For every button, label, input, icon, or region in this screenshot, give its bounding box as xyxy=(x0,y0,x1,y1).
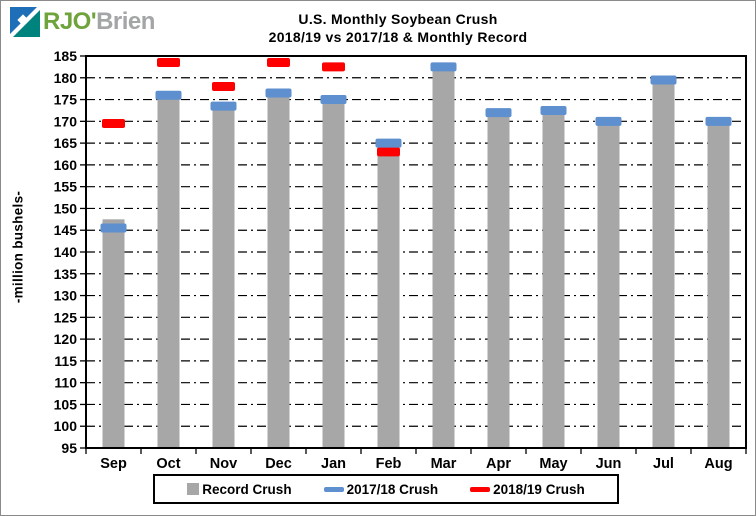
chart-subtitle: 2018/19 vs 2017/18 & Monthly Record xyxy=(268,29,528,45)
x-label-may: May xyxy=(539,456,567,472)
record-bar-jun xyxy=(597,121,620,448)
marker-2017-18-dec xyxy=(265,88,292,98)
y-tick-label-130: 130 xyxy=(54,288,78,304)
legend-2018-19-label: 2018/19 Crush xyxy=(493,481,585,497)
legend: Record Crush 2017/18 Crush 2018/19 Crush xyxy=(153,474,619,504)
logo-text-primary: RJO' xyxy=(43,8,97,35)
x-label-aug: Aug xyxy=(704,456,732,472)
logo-text: RJO'Brien xyxy=(43,8,155,36)
record-bar-mar xyxy=(432,66,455,448)
x-label-dec: Dec xyxy=(265,456,292,472)
y-tick-label-115: 115 xyxy=(54,353,77,369)
legend-2017-18-swatch xyxy=(323,486,344,492)
marker-2017-18-sep xyxy=(100,223,127,233)
record-bar-jan xyxy=(322,99,345,449)
legend-item-2017-18-crush: 2017/18 Crush xyxy=(323,481,439,497)
y-tick-label-175: 175 xyxy=(54,92,78,108)
marker-2017-18-nov xyxy=(210,101,237,111)
y-tick-label-155: 155 xyxy=(54,179,78,195)
record-bar-may xyxy=(542,110,565,448)
logo-icon-teal-triangle xyxy=(13,10,40,37)
marker-2017-18-aug xyxy=(705,116,732,126)
y-tick-label-150: 150 xyxy=(54,200,78,216)
rjobrien-logo-icon xyxy=(10,7,40,37)
y-tick-label-135: 135 xyxy=(54,266,78,282)
legend-item-2018-19-crush: 2018/19 Crush xyxy=(470,482,585,497)
y-tick-label-170: 170 xyxy=(54,113,78,129)
marker-2017-18-jan xyxy=(320,95,347,105)
y-tick-label-180: 180 xyxy=(54,70,78,86)
y-tick-label-105: 105 xyxy=(54,396,78,412)
record-bar-oct xyxy=(157,95,180,448)
marker-2018-19-dec xyxy=(267,58,290,68)
x-label-oct: Oct xyxy=(156,456,180,472)
record-bar-jul xyxy=(652,79,675,448)
x-label-sep: Sep xyxy=(100,456,127,472)
x-label-apr: Apr xyxy=(486,456,511,472)
chart-title: U.S. Monthly Soybean Crush xyxy=(298,11,498,27)
x-label-mar: Mar xyxy=(431,456,457,472)
legend-2017-18-label: 2017/18 Crush xyxy=(346,481,439,497)
x-label-jun: Jun xyxy=(596,456,622,472)
y-tick-label-185: 185 xyxy=(54,48,78,64)
record-bar-aug xyxy=(707,121,730,448)
marker-2017-18-jun xyxy=(595,116,622,126)
legend-record-swatch xyxy=(187,483,200,495)
x-label-jan: Jan xyxy=(321,456,346,472)
marker-2017-18-jul xyxy=(650,75,677,85)
logo: RJO'Brien xyxy=(10,7,155,37)
x-label-jul: Jul xyxy=(653,456,674,472)
record-bar-sep xyxy=(102,219,125,448)
logo-icon-notch xyxy=(17,14,29,26)
y-tick-label-145: 145 xyxy=(54,222,78,238)
logo-text-secondary: Brien xyxy=(96,8,155,35)
legend-2018-19-swatch xyxy=(470,486,491,492)
marker-2018-19-feb xyxy=(377,147,400,157)
y-tick-label-95: 95 xyxy=(61,440,77,456)
legend-record-label: Record Crush xyxy=(202,481,292,497)
record-bar-nov xyxy=(212,106,235,448)
marker-2018-19-oct xyxy=(157,58,180,68)
y-tick-label-140: 140 xyxy=(54,244,78,260)
marker-2018-19-nov xyxy=(212,81,235,91)
record-bar-apr xyxy=(487,112,510,448)
marker-2017-18-oct xyxy=(155,90,182,100)
marker-2017-18-feb xyxy=(375,138,402,148)
y-tick-label-120: 120 xyxy=(54,331,78,347)
y-tick-label-125: 125 xyxy=(54,309,78,325)
marker-2018-19-jan xyxy=(322,62,345,72)
legend-item-record-crush: Record Crush xyxy=(187,481,292,497)
y-tick-label-160: 160 xyxy=(54,157,78,173)
record-bar-feb xyxy=(377,143,400,448)
x-label-nov: Nov xyxy=(210,456,237,472)
marker-2017-18-may xyxy=(540,105,567,115)
title-block: U.S. Monthly Soybean Crush 2018/19 vs 20… xyxy=(41,10,755,46)
marker-2017-18-mar xyxy=(430,62,457,72)
y-tick-label-165: 165 xyxy=(54,135,78,151)
y-tick-label-100: 100 xyxy=(54,418,78,434)
marker-2017-18-apr xyxy=(485,108,512,118)
y-tick-label-110: 110 xyxy=(54,375,77,391)
record-bar-dec xyxy=(267,93,290,449)
marker-2018-19-sep xyxy=(102,119,125,129)
x-label-feb: Feb xyxy=(376,456,402,472)
